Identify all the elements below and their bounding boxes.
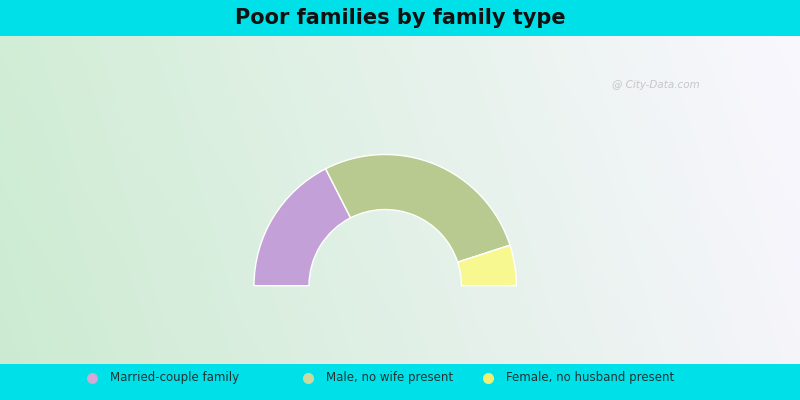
Wedge shape <box>458 245 516 286</box>
Text: Poor families by family type: Poor families by family type <box>234 8 566 28</box>
Wedge shape <box>326 154 510 262</box>
Text: Married-couple family: Married-couple family <box>110 372 238 384</box>
Text: @ City-Data.com: @ City-Data.com <box>612 80 700 90</box>
Text: Male, no wife present: Male, no wife present <box>326 372 453 384</box>
Text: Female, no husband present: Female, no husband present <box>506 372 674 384</box>
Wedge shape <box>254 169 350 286</box>
